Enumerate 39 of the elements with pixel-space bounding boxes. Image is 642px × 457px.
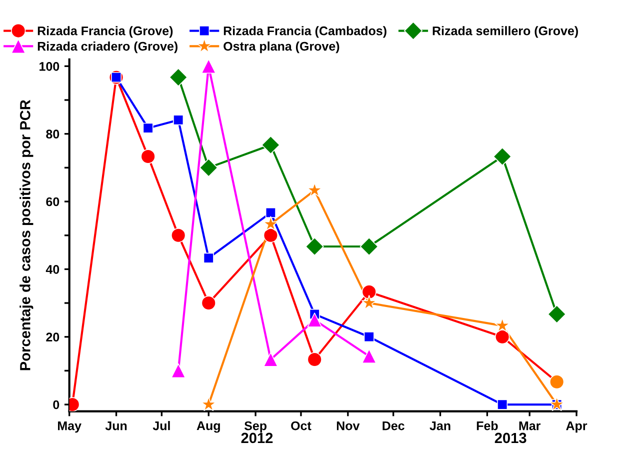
point [307,312,322,328]
point [199,158,218,177]
point [362,348,376,364]
x-tick-label: Jan [430,421,450,430]
x-tick-label: Dec [382,421,404,430]
y-tick-label: 40 [46,264,60,274]
point [201,59,216,74]
x-tick-label: Feb [476,421,498,430]
y-tick-label: 100 [40,62,60,71]
legend-label: Ostra plana (Grove) [224,42,340,54]
point [142,122,154,134]
point [305,237,324,256]
legend-label: Rizada semillero (Grove) [432,26,578,38]
legend-label: Rizada criadero (Grove) [38,42,178,54]
x-tick-label: Mar [519,421,541,430]
y-tick-label: 20 [46,332,60,342]
x-tick-label: Sep [244,421,267,433]
x-tick-label: Jun [105,421,127,430]
x-tick-label: Oct [291,421,312,430]
y-tick-label: 60 [46,197,60,206]
x-tick-label: May [58,421,82,433]
y-axis-title: Porcentaje de casos positivos por PCR [20,100,34,370]
point [493,147,512,166]
point [548,304,566,324]
legend-label: Rizada Francia (Cambados) [224,26,386,38]
point [261,136,280,154]
y-tick-label: 0 [53,400,60,410]
x-tick-label: Jul [152,421,170,430]
text: 2012 [241,432,273,444]
x-tick-label: Aug [196,421,220,433]
point [360,237,378,256]
point [263,352,278,367]
text: 2013 [494,432,526,444]
y-tick-label: 80 [46,130,60,138]
legend-label: Rizada Francia (Grove) [38,26,173,38]
x-tick-label: Apr [566,421,588,433]
x-tick-label: Nov [336,421,360,430]
point [170,363,186,378]
point [169,68,188,87]
